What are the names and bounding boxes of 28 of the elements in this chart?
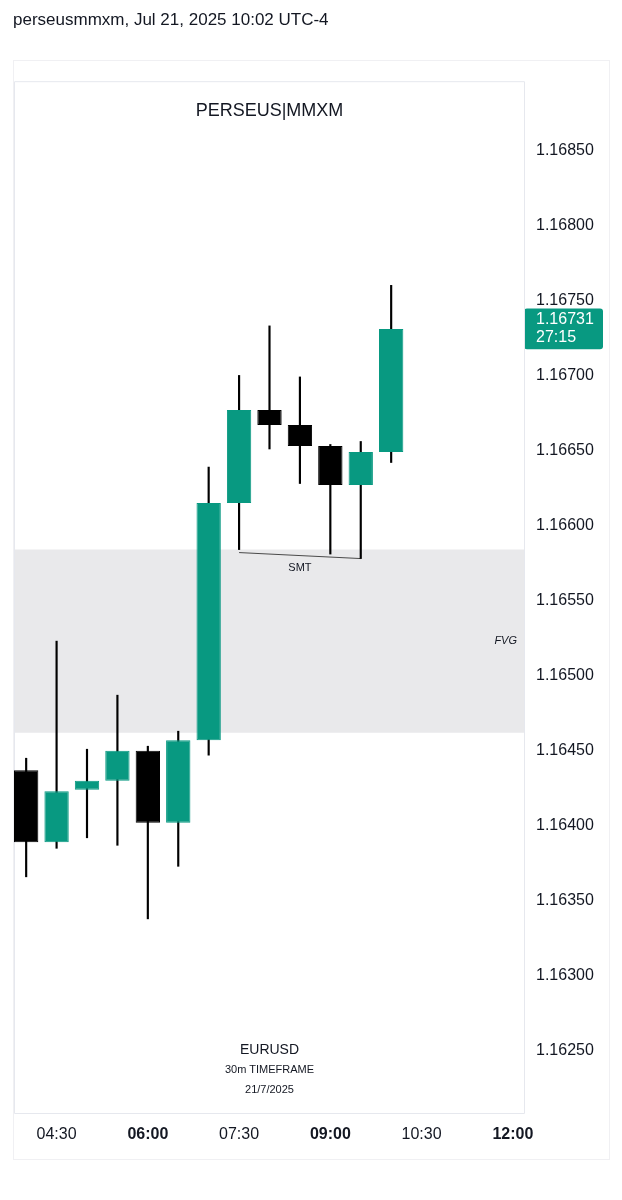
y-tick-label: 1.16750 (536, 290, 594, 308)
annotation: 30m TIMEFRAME (224, 1063, 315, 1076)
y-tick-label: 1.16700 (536, 365, 594, 383)
band-label: FVG (494, 634, 518, 647)
y-tick-label: 1.16650 (536, 440, 594, 458)
y-tick-label: 1.16800 (536, 215, 594, 233)
y-tick-label: 1.16250 (536, 1041, 594, 1059)
x-tick-label: 12:00 (492, 1125, 534, 1143)
y-tick-label: 1.16850 (536, 140, 594, 158)
text: PERSEUS|MMXM (195, 100, 344, 121)
y-tick-label: 1.16500 (536, 666, 594, 684)
series-label: SMT (288, 560, 312, 573)
x-tick-label: 10:30 (401, 1125, 442, 1143)
y-tick-label: 1.16300 (536, 966, 594, 984)
y-tick-label: 1.16400 (536, 816, 594, 834)
y-tick-label: 1.16600 (536, 515, 594, 533)
y-tick-label: 1.16550 (536, 591, 594, 609)
annotation: EURUSD (239, 1040, 300, 1057)
x-tick-label: 09:00 (309, 1125, 351, 1143)
candlestick (257, 325, 282, 450)
x-tick-label: 07:30 (219, 1125, 260, 1143)
x-tick-label: 04:30 (36, 1125, 77, 1143)
annotation: 21/7/2025 (245, 1083, 294, 1096)
y-tick-label: 1.16350 (536, 891, 594, 909)
y-tick-label: 1.16731 27:15 (536, 310, 594, 346)
chart-subtitle: perseusmmxm, Jul 21, 2025 10:02 UTC-4 (13, 10, 329, 30)
x-tick-label: 06:00 (127, 1125, 169, 1143)
y-tick-label: 1.16450 (536, 741, 594, 759)
